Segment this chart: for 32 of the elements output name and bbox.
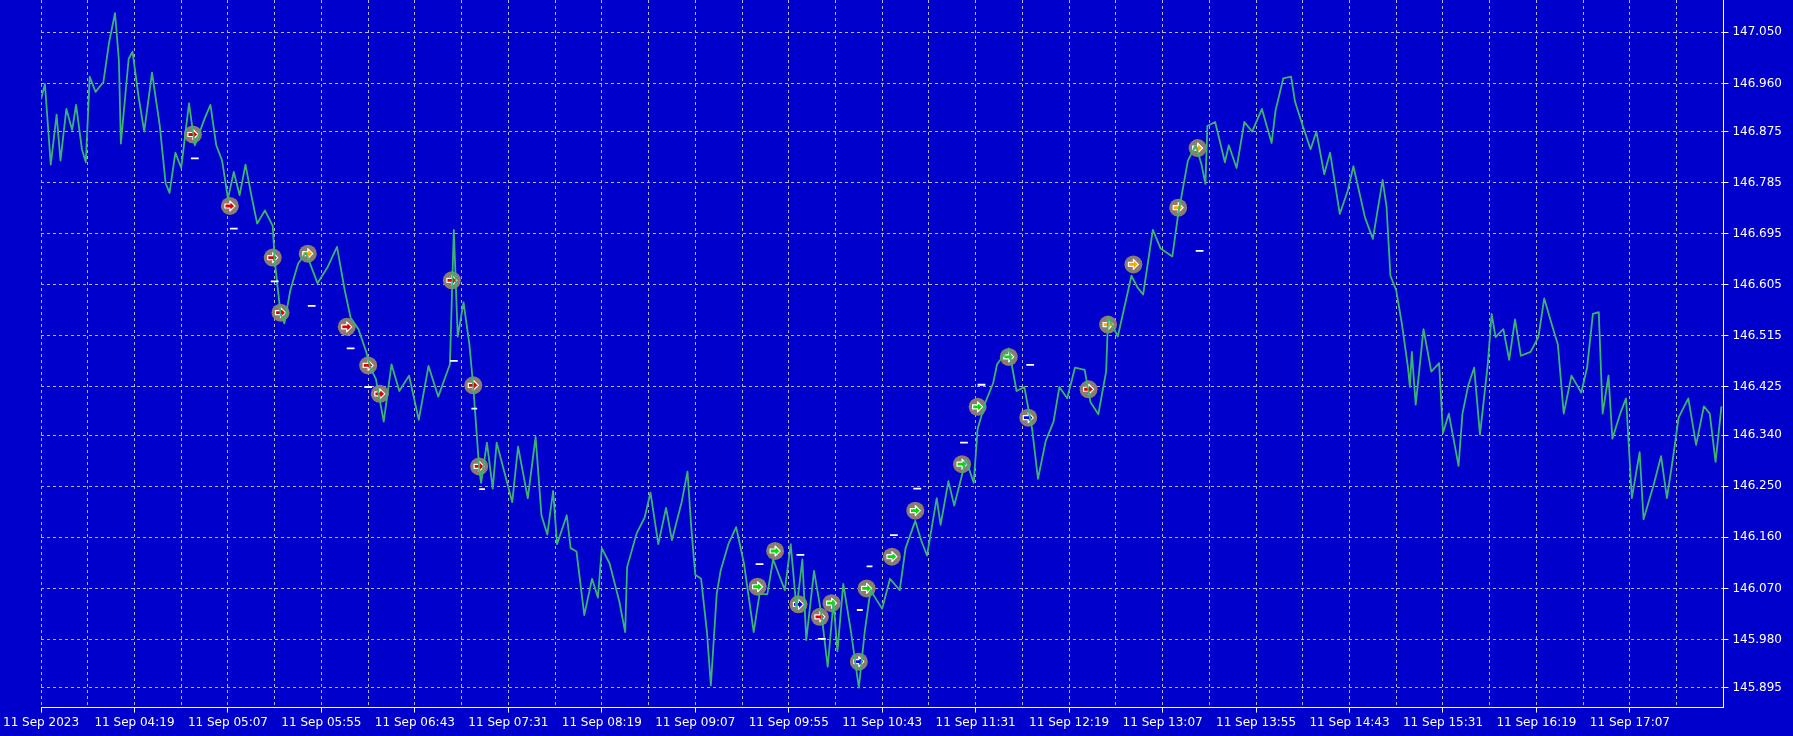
x-tick-label: 11 Sep 04:19 [94, 714, 175, 729]
y-tick-label: 146.340 [1732, 427, 1782, 442]
y-tick-label: 146.070 [1732, 580, 1782, 595]
y-tick-label: 145.980 [1732, 631, 1782, 646]
x-tick-label: 11 Sep 05:55 [281, 714, 362, 729]
x-tick-label: 11 Sep 17:07 [1589, 714, 1670, 729]
x-tick-label: 11 Sep 09:07 [655, 714, 736, 729]
y-tick-label: 146.515 [1732, 328, 1782, 343]
y-tick-label: 146.605 [1732, 276, 1782, 291]
x-tick-label: 11 Sep 13:07 [1122, 714, 1203, 729]
x-tick-label: 11 Sep 07:31 [468, 714, 549, 729]
y-tick-label: 146.160 [1732, 529, 1782, 544]
y-tick-label: 146.250 [1732, 478, 1782, 493]
y-tick-label: 147.050 [1732, 24, 1782, 39]
y-tick-label: 146.875 [1732, 123, 1782, 138]
x-tick-label: 11 Sep 09:55 [748, 714, 829, 729]
y-tick-label: 146.425 [1732, 379, 1782, 394]
x-tick-label: 11 Sep 13:55 [1216, 714, 1297, 729]
y-tick-label: 146.695 [1732, 225, 1782, 240]
x-tick-label: 11 Sep 10:43 [842, 714, 923, 729]
x-tick-label: 11 Sep 12:19 [1029, 714, 1110, 729]
x-tick-label: 11 Sep 08:19 [561, 714, 642, 729]
y-tick-label: 146.960 [1732, 75, 1782, 90]
x-tick-label: 11 Sep 11:31 [935, 714, 1016, 729]
x-tick-label: 11 Sep 2023 [3, 714, 80, 729]
y-tick-label: 146.785 [1732, 174, 1782, 189]
x-tick-label: 11 Sep 05:07 [187, 714, 269, 729]
x-tick-label: 11 Sep 14:43 [1309, 714, 1390, 729]
y-tick-label: 145.895 [1732, 679, 1782, 694]
x-tick-label: 11 Sep 15:31 [1402, 714, 1484, 729]
x-tick-label: 11 Sep 06:43 [374, 714, 455, 729]
x-tick-label: 11 Sep 16:19 [1496, 714, 1577, 729]
